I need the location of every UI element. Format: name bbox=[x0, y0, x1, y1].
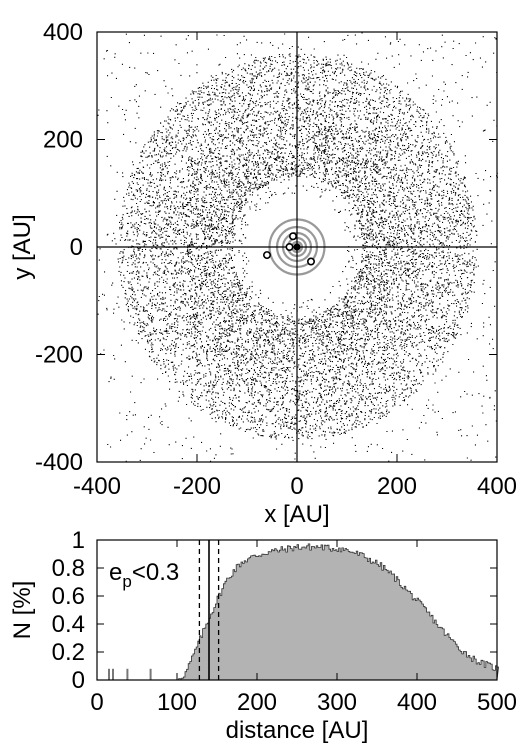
scatter-ytick-label-0: 400 bbox=[43, 19, 83, 46]
annotation-e: e bbox=[109, 559, 122, 586]
histogram-reference-lines bbox=[198, 540, 220, 680]
hist-xtick-label-3: 300 bbox=[317, 689, 357, 716]
hist-ytick-label-3: 0.4 bbox=[52, 611, 85, 638]
histogram-y-axis-label: N [%] bbox=[9, 581, 36, 640]
central-star-marker bbox=[293, 243, 301, 251]
planet-marker-3 bbox=[306, 257, 315, 266]
scatter-xtick-label-2: 0 bbox=[290, 473, 303, 500]
planet-marker-0 bbox=[288, 232, 297, 241]
annotation-rest: <0.3 bbox=[132, 559, 179, 586]
histogram-plot: 0 100 200 300 400 500 10.80.60.40.20 ep<0.3 di… bbox=[9, 527, 517, 744]
hist-ytick-label-4: 0.2 bbox=[52, 639, 85, 666]
histogram-spikes bbox=[108, 668, 152, 680]
hist-ytick-label-0: 1 bbox=[72, 527, 85, 554]
hist-xtick-label-4: 400 bbox=[397, 689, 437, 716]
hist-xtick-label-0: 0 bbox=[90, 689, 103, 716]
scatter-ytick-label-3: -200 bbox=[35, 342, 83, 369]
hist-xtick-label-2: 200 bbox=[237, 689, 277, 716]
hist-xtick-label-1: 100 bbox=[157, 689, 197, 716]
histogram-ticks: 0 100 200 300 400 500 10.80.60.40.20 bbox=[52, 527, 517, 716]
scatter-ticks: -400 -200 0 200 400 400 200 0 -200 -400 bbox=[35, 19, 517, 500]
scatter-xtick-label-4: 400 bbox=[477, 473, 517, 500]
scatter-points bbox=[97, 32, 498, 462]
histogram-area bbox=[177, 543, 500, 681]
scatter-points-layer bbox=[97, 32, 498, 462]
scatter-plot: -400 -200 0 200 400 400 200 0 -200 -400 x [AU] y … bbox=[9, 19, 517, 528]
planet-marker-1 bbox=[285, 243, 294, 252]
planet-marker-2 bbox=[262, 251, 271, 260]
scatter-ytick-label-2: 0 bbox=[70, 234, 83, 261]
histogram-x-axis-label: distance [AU] bbox=[226, 717, 369, 744]
hist-xtick-label-5: 500 bbox=[477, 689, 517, 716]
annotation-subscript: p bbox=[122, 572, 131, 591]
scatter-xtick-label-3: 200 bbox=[377, 473, 417, 500]
scatter-xtick-label-0: -400 bbox=[73, 473, 121, 500]
eccentricity-annotation: ep<0.3 bbox=[109, 559, 179, 591]
scatter-ytick-label-4: -400 bbox=[35, 449, 83, 476]
scatter-x-axis-label: x [AU] bbox=[264, 501, 329, 528]
scatter-ytick-label-1: 200 bbox=[43, 127, 83, 154]
scatter-xtick-label-1: -200 bbox=[173, 473, 221, 500]
histogram-frame bbox=[96, 539, 498, 681]
hist-ytick-label-1: 0.8 bbox=[52, 555, 85, 582]
hist-ytick-label-5: 0 bbox=[72, 667, 85, 694]
scatter-overlay bbox=[97, 32, 497, 462]
scatter-y-axis-label: y [AU] bbox=[9, 214, 36, 279]
hist-ytick-label-2: 0.6 bbox=[52, 583, 85, 610]
